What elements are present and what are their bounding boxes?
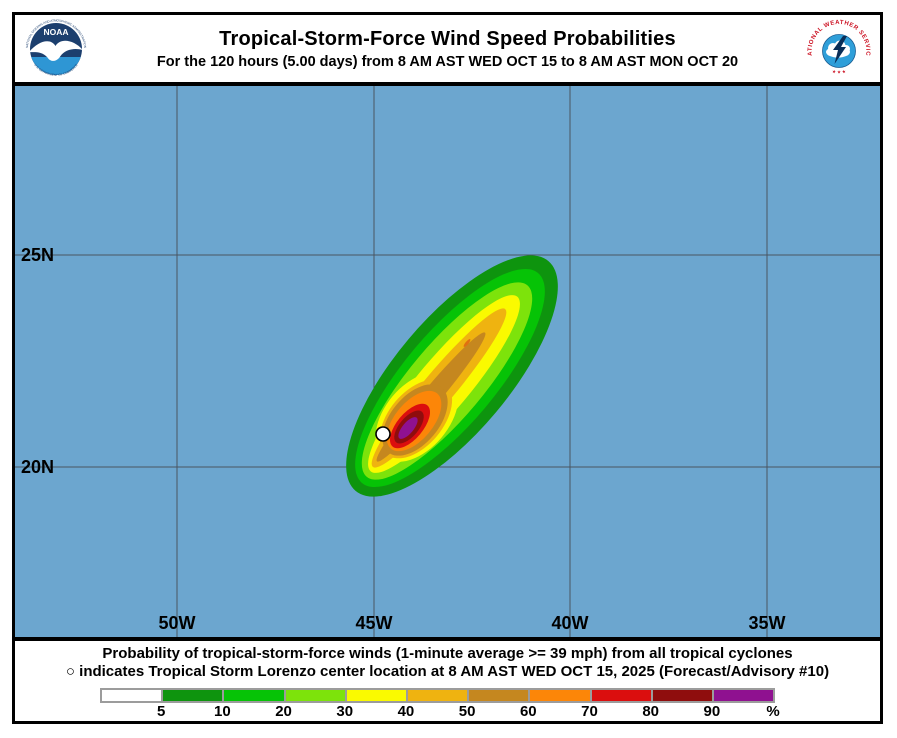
lon-tick-label: 35W [748, 613, 785, 633]
legend-cell: 20 [222, 688, 292, 720]
nws-stars: ★ ★ ★ [832, 68, 848, 74]
legend-tick-label: 60 [519, 703, 537, 720]
noaa-logo-lower [31, 56, 81, 75]
lat-tick-label: 25N [21, 245, 54, 265]
legend-tick-label: 10 [214, 703, 231, 720]
page-subtitle: For the 120 hours (5.00 days) from 8 AM … [156, 53, 739, 70]
footer: Probability of tropical-storm-force wind… [15, 641, 880, 721]
noaa-bird-icon [29, 40, 83, 61]
legend-tick-label: 20 [275, 703, 292, 720]
lat-tick-label: 20N [21, 457, 54, 477]
title-block: Tropical-Storm-Force Wind Speed Probabil… [88, 28, 807, 70]
storm-center-marker [375, 426, 391, 442]
legend-tick-label: 5 [157, 703, 166, 720]
legend-cell: % [711, 688, 780, 720]
noaa-logo-text: NOAA [43, 27, 68, 37]
graphic-frame: NOAA NATIONAL OCEANIC AND ATMOSPHERIC AD… [12, 12, 883, 724]
legend-tick-label: 30 [336, 703, 354, 720]
legend-tick-label: 90 [703, 703, 721, 720]
legend-cell: 50 [405, 688, 475, 720]
lon-tick-label: 40W [551, 613, 588, 633]
legend-tick-label: % [766, 703, 780, 720]
legend-tick-label: 70 [581, 703, 598, 720]
probability-contour-tail-mark [463, 339, 471, 347]
probability-legend: 5 10 20 30 40 50 60 70 80 90% [100, 688, 780, 720]
probability-contour-90 [398, 417, 418, 439]
legend-cell: 80 [589, 688, 659, 720]
nws-logo: NATIONAL WEATHER SERVICE ★ ★ ★ [807, 17, 870, 75]
noaa-logo: NOAA NATIONAL OCEANIC AND ATMOSPHERIC AD… [25, 18, 87, 77]
footer-line1: Probability of tropical-storm-force wind… [102, 645, 793, 662]
legend-cell: 90 [650, 688, 720, 720]
lon-tick-label: 45W [355, 613, 392, 633]
map-area: 25N 20N 50W 45W 40W 35W [15, 86, 880, 641]
legend-tick-label: 80 [642, 703, 660, 720]
legend-tick-label: 40 [397, 703, 415, 720]
legend-tick-label: 50 [458, 703, 476, 720]
probability-map: 25N 20N 50W 45W 40W 35W [15, 86, 880, 637]
page-title: Tropical-Storm-Force Wind Speed Probabil… [219, 27, 676, 50]
legend-cell: 10 [161, 688, 231, 720]
legend-cell: 70 [528, 688, 598, 720]
header: NOAA NATIONAL OCEANIC AND ATMOSPHERIC AD… [15, 15, 880, 86]
lon-tick-label: 50W [158, 613, 195, 633]
legend-cell: 40 [344, 688, 414, 720]
footer-line2: ○ indicates Tropical Storm Lorenzo cente… [65, 663, 830, 680]
nws-lightning-icon [833, 35, 847, 64]
legend-cell: 60 [467, 688, 537, 720]
legend-cell: 30 [283, 688, 353, 720]
legend-cell: 5 [100, 688, 165, 720]
